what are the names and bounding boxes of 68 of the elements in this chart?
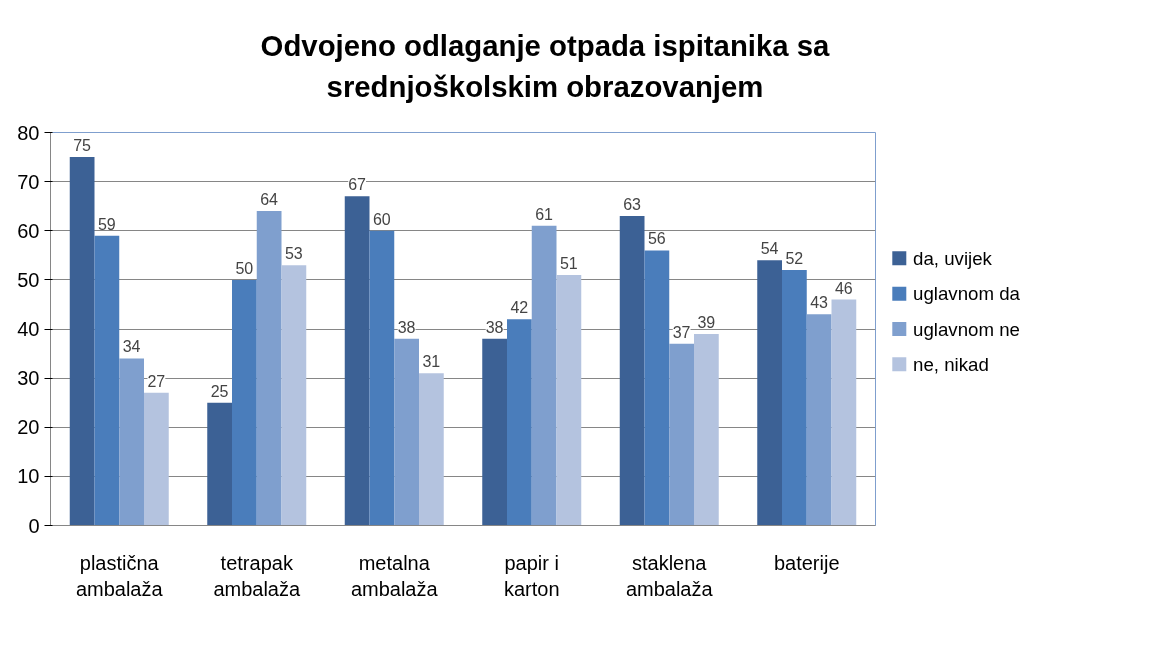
bar — [369, 230, 395, 526]
data-label: 38 — [485, 318, 504, 336]
bar — [69, 157, 95, 526]
bar — [531, 225, 557, 526]
data-label: 42 — [510, 299, 529, 317]
data-label: 53 — [284, 245, 303, 263]
data-label: 54 — [760, 240, 779, 258]
bar — [757, 260, 782, 526]
data-label: 56 — [647, 230, 666, 248]
data-label: 59 — [97, 215, 116, 233]
legend-label: da, uvijek — [913, 247, 993, 269]
bar — [256, 211, 282, 526]
data-label: 50 — [235, 259, 254, 277]
data-label: 39 — [697, 314, 716, 332]
x-tick-label: plastična ambalaža — [75, 551, 164, 600]
bar — [669, 343, 694, 526]
data-label: 51 — [559, 255, 578, 273]
y-tick-label: 30 — [17, 367, 40, 390]
data-label: 31 — [422, 353, 441, 371]
bar — [619, 216, 645, 526]
legend-label: uglavnom da — [913, 283, 1021, 305]
y-tick-label: 10 — [17, 465, 40, 488]
y-tick-label: 80 — [17, 121, 40, 144]
legend-label: ne, nikad — [913, 353, 989, 375]
data-label: 52 — [785, 250, 804, 268]
bar — [344, 196, 370, 526]
y-tick-label: 60 — [17, 219, 40, 242]
bar — [694, 334, 719, 526]
y-tick-label: 0 — [28, 514, 40, 537]
data-label: 61 — [535, 205, 554, 223]
y-tick-label: 40 — [17, 318, 40, 341]
bar — [482, 338, 507, 526]
data-label: 38 — [397, 318, 416, 336]
x-tick-label: papir i karton — [503, 551, 560, 600]
bar — [281, 265, 307, 526]
data-label: 25 — [210, 382, 229, 400]
bar — [556, 275, 582, 526]
data-label: 34 — [122, 338, 141, 356]
data-label: 60 — [372, 210, 391, 228]
bar — [207, 402, 232, 526]
x-tick-label: metalna ambalaža — [350, 551, 439, 600]
data-label: 46 — [834, 279, 853, 297]
bar — [831, 299, 857, 526]
legend-label: uglavnom ne — [913, 318, 1020, 340]
bar — [419, 373, 444, 526]
bar — [782, 270, 807, 526]
bar — [119, 358, 144, 526]
bar — [144, 392, 169, 526]
data-label: 43 — [810, 294, 829, 312]
y-tick-label: 70 — [17, 170, 40, 193]
bar — [507, 319, 532, 526]
bar — [806, 314, 832, 526]
x-tick-label: baterije — [773, 551, 840, 574]
data-label: 75 — [73, 137, 92, 155]
y-tick-label: 50 — [17, 268, 40, 291]
data-label: 37 — [672, 323, 691, 341]
bar — [232, 279, 257, 526]
x-tick-label: tetrapak ambalaža — [213, 551, 301, 600]
y-tick-label: 20 — [17, 416, 40, 439]
bar — [394, 338, 419, 526]
data-label: 67 — [348, 176, 367, 194]
bar — [94, 235, 120, 526]
chart-title: Odvojeno odlaganje otpada ispitanika sa srednjoškolskim obrazovanjem — [259, 28, 831, 106]
data-label: 63 — [623, 196, 642, 214]
x-tick-label: staklena ambalaža — [625, 551, 714, 600]
bar — [644, 250, 670, 526]
data-label: 64 — [260, 191, 279, 209]
data-label: 27 — [147, 372, 166, 390]
